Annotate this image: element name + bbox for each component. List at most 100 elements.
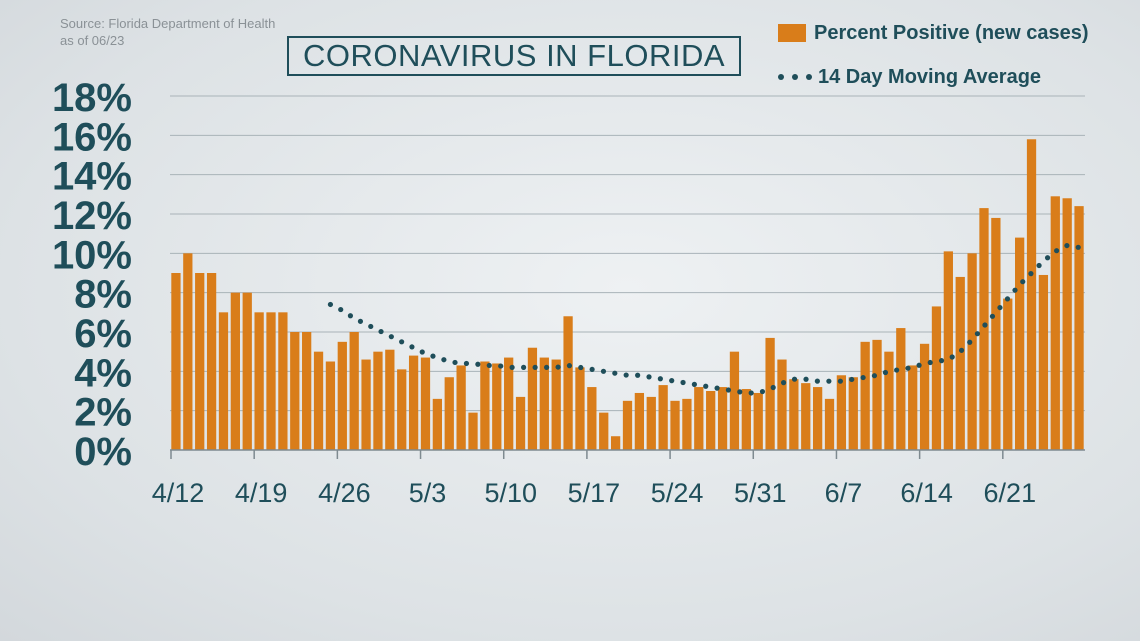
x-tick-label: 6/14: [900, 478, 953, 508]
moving-average-dot: [368, 323, 374, 330]
legend-item-bars: Percent Positive (new cases): [778, 20, 1089, 46]
bar: [919, 343, 930, 450]
bar: [1015, 237, 1025, 450]
bar: [694, 387, 704, 450]
bar: [290, 332, 300, 450]
moving-average-dot: [430, 353, 436, 359]
bar: [230, 292, 240, 450]
moving-average-dot: [635, 372, 641, 378]
moving-average-dot: [657, 376, 663, 382]
y-tick-label: 4%: [74, 351, 132, 395]
bar: [397, 369, 407, 450]
moving-average-dot: [791, 376, 798, 382]
moving-average-dot: [860, 374, 866, 381]
moving-average-dot: [486, 362, 492, 369]
moving-average-dot: [612, 370, 618, 376]
source-note: Source: Florida Department of Health as …: [60, 15, 275, 49]
moving-average-dot: [600, 368, 607, 374]
bar: [896, 328, 906, 450]
bar: [1038, 274, 1049, 450]
bar: [432, 398, 443, 450]
chart-title: CORONAVIRUS IN FLORIDA: [302, 38, 726, 73]
moving-average-dot: [669, 378, 675, 384]
moving-average-dot: [589, 366, 595, 373]
moving-average-dot: [737, 389, 743, 395]
moving-average-dot: [1028, 271, 1034, 277]
bar: [670, 400, 680, 450]
moving-average-dot: [441, 357, 447, 363]
bar: [325, 361, 336, 450]
bar: [527, 347, 538, 450]
moving-average-dot: [544, 364, 550, 370]
moving-average-dot: [327, 301, 334, 308]
bar: [504, 357, 514, 450]
y-tick-label: 12%: [52, 194, 132, 238]
y-tick-label: 18%: [52, 76, 132, 120]
moving-average-dot: [1075, 244, 1081, 250]
bar: [1074, 206, 1084, 450]
bar: [539, 357, 549, 450]
moving-average-dot: [1004, 296, 1011, 302]
moving-average-dot: [949, 354, 955, 360]
bar: [1062, 198, 1072, 450]
bar: [171, 273, 181, 450]
moving-average-dot: [997, 304, 1003, 311]
bar: [373, 351, 383, 450]
moving-average-dot: [578, 364, 584, 371]
moving-average-dot: [399, 339, 405, 345]
moving-average-dot: [703, 383, 709, 389]
moving-average-dot: [714, 385, 720, 391]
x-tick-label: 5/10: [484, 478, 537, 508]
y-tick-label: 0%: [74, 430, 132, 474]
bar: [218, 312, 229, 450]
bar: [753, 392, 763, 450]
moving-average-dot: [1036, 262, 1042, 269]
bar: [955, 276, 965, 450]
bar: [717, 387, 728, 450]
moving-average-dot: [958, 347, 965, 353]
moving-average-dot: [1064, 242, 1070, 249]
moving-average-dot: [1054, 248, 1060, 254]
bar: [848, 377, 858, 450]
bar: [622, 400, 633, 450]
x-tick-label: 6/7: [825, 478, 863, 508]
x-tick-label: 5/3: [409, 478, 447, 508]
bar: [385, 349, 395, 450]
moving-average-dot: [871, 373, 878, 379]
moving-average-dot: [974, 331, 981, 337]
x-tick-label: 4/19: [235, 478, 288, 508]
bar: [836, 375, 847, 450]
bar: [599, 412, 609, 450]
bar: [812, 387, 823, 450]
y-tick-label: 16%: [52, 115, 132, 159]
bar: [610, 436, 621, 450]
bar: [551, 359, 561, 450]
chart-title-box: CORONAVIRUS IN FLORIDA: [287, 36, 741, 76]
moving-average-dot: [347, 313, 354, 319]
y-tick-label: 10%: [52, 233, 132, 277]
bar: [991, 217, 1001, 450]
moving-average-dot: [338, 306, 344, 313]
moving-average-dot: [803, 376, 809, 382]
moving-average-dot: [989, 313, 996, 319]
moving-average-dot: [475, 361, 481, 367]
bar: [634, 392, 645, 450]
bar: [658, 385, 668, 450]
legend-item-line: 14 Day Moving Average: [778, 64, 1089, 90]
moving-average-dot: [938, 358, 945, 364]
bar: [420, 357, 431, 450]
bar: [408, 355, 419, 450]
bar-swatch-icon: [778, 24, 806, 42]
bar: [302, 332, 312, 450]
y-tick-label: 8%: [74, 273, 132, 317]
moving-average-dot: [509, 364, 515, 370]
bar: [587, 387, 597, 450]
bar: [646, 396, 656, 450]
bar: [884, 351, 894, 450]
moving-average-dot: [452, 359, 458, 366]
moving-average-dot: [378, 328, 384, 335]
bar: [801, 383, 811, 450]
moving-average-dot: [894, 367, 900, 373]
moving-average-dot: [982, 322, 988, 328]
